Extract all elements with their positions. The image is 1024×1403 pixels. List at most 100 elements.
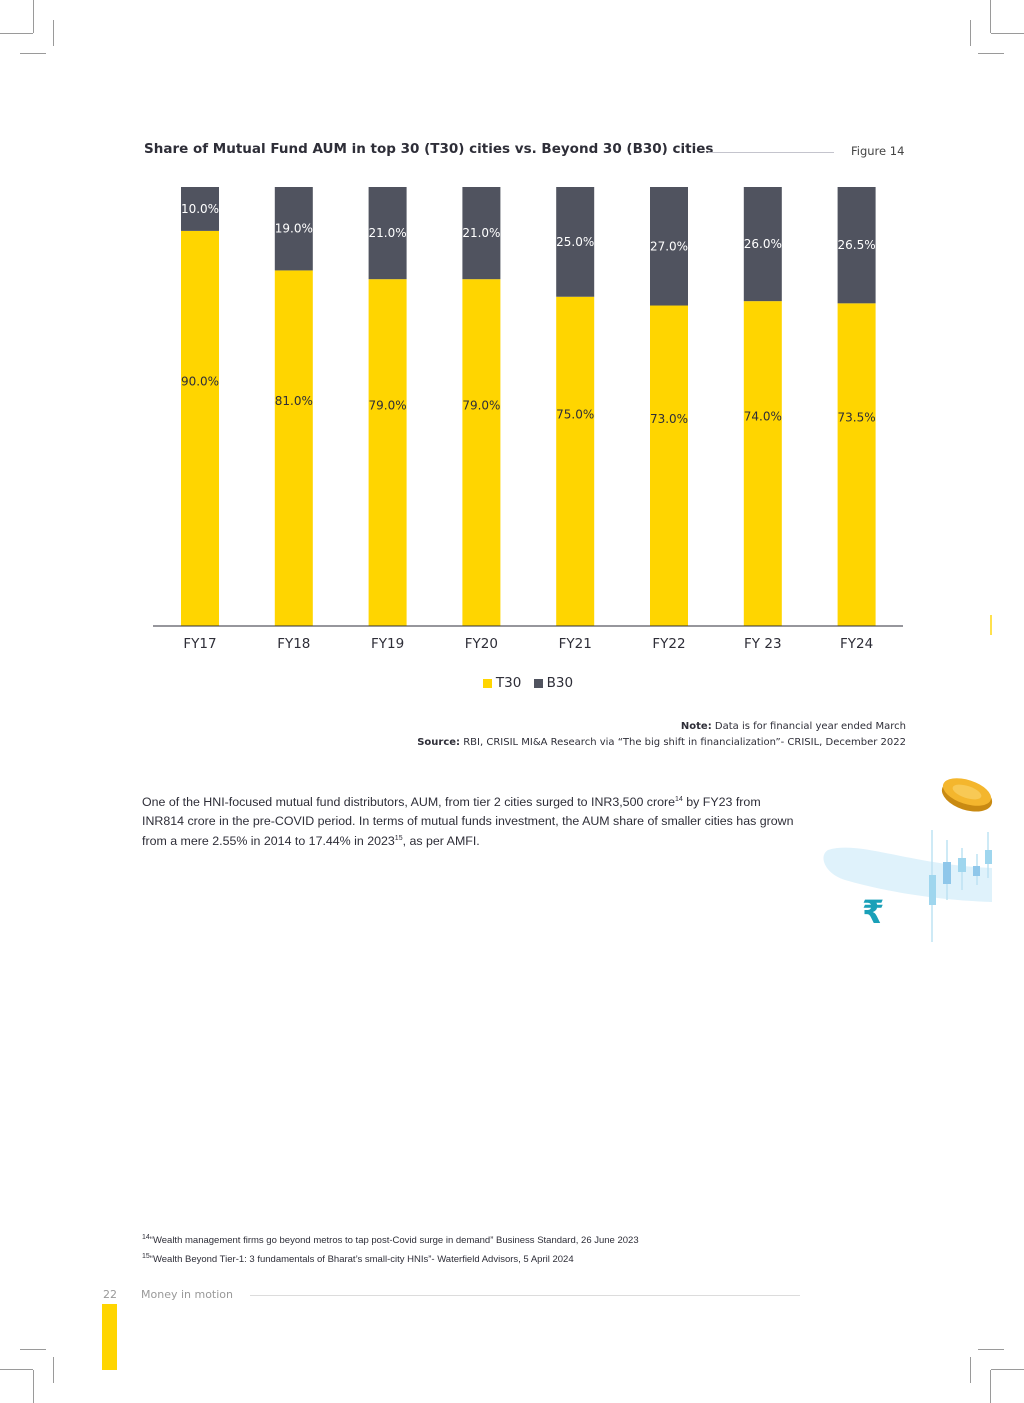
note-text: Data is for financial year ended March	[711, 721, 906, 732]
note-label: Note:	[680, 721, 712, 732]
crop-mark	[0, 33, 33, 34]
crop-mark	[53, 1357, 54, 1383]
candle-body	[943, 862, 951, 884]
candle-body	[985, 850, 992, 864]
footer-title: Money in motion	[141, 1288, 234, 1301]
crop-mark	[33, 0, 34, 33]
source-text: RBI, CRISIL MI&A Research via “The big s…	[460, 737, 906, 748]
label-t30-2: 79.0%	[369, 399, 407, 413]
swoosh-shape	[823, 847, 992, 902]
chart-note: Note: Data is for financial year ended M…	[417, 719, 906, 751]
x-tick-label-4: FY21	[559, 636, 592, 652]
label-t30-3: 79.0%	[462, 399, 500, 413]
crop-mark	[33, 1370, 34, 1403]
bar-b30-1	[274, 187, 313, 271]
label-b30-3: 21.0%	[462, 226, 500, 240]
crop-mark	[978, 1349, 1004, 1350]
x-tick-label-2: FY19	[371, 636, 404, 652]
label-b30-4: 25.0%	[556, 235, 594, 249]
candle-body	[929, 875, 936, 905]
label-b30-5: 27.0%	[650, 239, 688, 253]
label-b30-7: 26.5%	[838, 238, 876, 252]
coin-chart-illustration: ₹	[823, 778, 993, 942]
crop-mark	[970, 1357, 971, 1383]
crop-mark	[991, 1369, 1024, 1370]
label-t30-4: 75.0%	[556, 407, 594, 421]
footnote-number: 14	[142, 1234, 150, 1241]
footer-divider	[250, 1295, 800, 1296]
bar-b30-7	[837, 187, 876, 304]
label-t30-1: 81.0%	[275, 394, 313, 408]
footnote-14: 14“Wealth management firms go beyond met…	[142, 1230, 639, 1249]
bar-b30-4	[556, 187, 595, 297]
crop-mark	[990, 0, 991, 33]
source-label: Source:	[417, 737, 461, 748]
bar-b30-6	[743, 187, 782, 302]
candle-body	[958, 858, 966, 872]
legend-item-b30: B30	[533, 675, 574, 691]
bar-t30-5	[650, 305, 688, 626]
label-b30-0: 10.0%	[181, 202, 219, 216]
label-t30-5: 73.0%	[650, 412, 688, 426]
bar-t30-3	[462, 279, 501, 626]
x-tick-label-1: FY18	[277, 636, 310, 652]
yellow-accent-mark	[990, 615, 992, 635]
figure-label: Figure 14	[851, 144, 905, 158]
footnote-number: 15	[142, 1252, 150, 1260]
bar-b30-0	[181, 187, 219, 231]
x-tick-label-7: FY24	[840, 636, 873, 652]
bar-t30-7	[837, 303, 876, 626]
footnote-text: “Wealth management firms go beyond metro…	[149, 1235, 639, 1247]
bar-t30-4	[556, 296, 595, 626]
body-text-part: One of the HNI-focused mutual fund distr…	[142, 795, 676, 810]
source-line: Source: RBI, CRISIL MI&A Research via “T…	[417, 735, 906, 751]
body-text-part: , as per AMFI.	[402, 834, 480, 849]
label-b30-6: 26.0%	[744, 237, 782, 251]
x-tick-label-6: FY 23	[744, 636, 781, 652]
crop-mark	[991, 33, 1024, 34]
x-tick-label-3: FY20	[465, 636, 498, 652]
x-tick-label-0: FY17	[183, 636, 216, 652]
title-divider	[708, 152, 834, 153]
legend-label-b30: B30	[546, 675, 574, 691]
crop-mark	[0, 1369, 33, 1370]
chart-legend: T30 B30	[0, 675, 1024, 692]
note-line: Note: Data is for financial year ended M…	[417, 719, 906, 735]
crop-mark	[978, 53, 1004, 54]
bar-t30-2	[368, 279, 407, 626]
crop-mark	[20, 53, 46, 54]
crop-mark	[970, 20, 971, 46]
chart-title: Share of Mutual Fund AUM in top 30 (T30)…	[144, 141, 714, 157]
footer-accent-bar	[102, 1304, 117, 1370]
legend-swatch-t30	[482, 678, 492, 688]
legend-item-t30: T30	[482, 675, 522, 691]
crop-mark	[20, 1349, 46, 1350]
legend-swatch-b30	[533, 678, 543, 688]
body-paragraph: One of the HNI-focused mutual fund distr…	[142, 791, 802, 851]
x-tick-label-5: FY22	[652, 636, 685, 652]
coin-inner	[952, 784, 982, 800]
bar-t30-6	[743, 301, 782, 626]
bar-b30-3	[462, 187, 501, 280]
label-t30-7: 73.5%	[838, 411, 876, 425]
rupee-icon: ₹	[862, 893, 884, 931]
legend-label-t30: T30	[495, 675, 522, 691]
footnote-ref[interactable]: 14	[675, 796, 683, 803]
label-t30-0: 90.0%	[181, 374, 219, 388]
footnote-ref[interactable]: 15	[394, 835, 403, 843]
label-b30-2: 21.0%	[369, 226, 407, 240]
bar-b30-2	[368, 187, 407, 280]
stacked-bar-chart: 90.0% 10.0% FY17 81.0% 19.0% FY18 79.0% 21.0% FY…	[153, 187, 903, 652]
footnote-15: 15“Wealth Beyond Tier-1: 3 fundamentals …	[142, 1249, 639, 1268]
bar-b30-5	[650, 187, 688, 306]
footnotes: 14“Wealth management firms go beyond met…	[142, 1230, 639, 1267]
footnote-text: “Wealth Beyond Tier-1: 3 fundamentals of…	[149, 1253, 574, 1265]
crop-mark	[53, 20, 54, 46]
label-b30-1: 19.0%	[275, 222, 313, 236]
label-t30-6: 74.0%	[744, 410, 782, 424]
crop-mark	[990, 1370, 991, 1403]
page-number: 22	[103, 1288, 117, 1301]
bar-t30-1	[274, 270, 313, 626]
candle-body	[973, 866, 980, 876]
bar-t30-0	[181, 230, 219, 626]
